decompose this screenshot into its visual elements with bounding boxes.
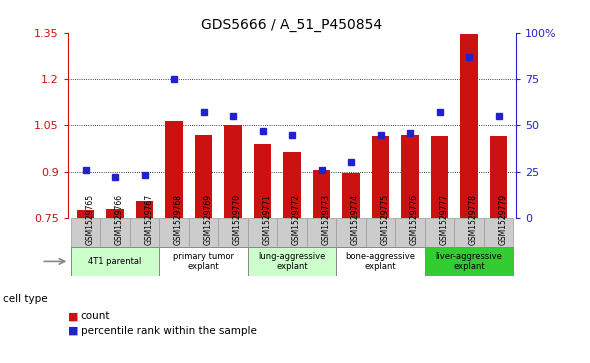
Text: GSM1529765: GSM1529765	[86, 194, 94, 245]
Text: primary tumor
explant: primary tumor explant	[173, 252, 234, 271]
Bar	[307, 218, 336, 247]
Bar	[425, 218, 454, 247]
Bar	[366, 218, 395, 247]
Text: GSM1529773: GSM1529773	[322, 194, 330, 245]
Text: count: count	[81, 311, 110, 321]
Bar	[224, 125, 242, 218]
Bar	[159, 218, 189, 247]
Text: lung-aggressive
explant: lung-aggressive explant	[258, 252, 326, 271]
Title: GDS5666 / A_51_P450854: GDS5666 / A_51_P450854	[202, 18, 382, 32]
Text: ■: ■	[68, 311, 82, 321]
Bar	[401, 135, 419, 218]
Bar	[165, 121, 183, 218]
Text: GSM1529770: GSM1529770	[233, 194, 242, 245]
Bar	[372, 136, 389, 218]
Text: bone-aggressive
explant: bone-aggressive explant	[346, 252, 415, 271]
Text: GSM1529778: GSM1529778	[469, 195, 478, 245]
Text: GSM1529766: GSM1529766	[115, 194, 124, 245]
Text: ■: ■	[68, 326, 82, 336]
Bar	[195, 135, 212, 218]
Bar	[130, 218, 159, 247]
Text: GSM1529769: GSM1529769	[204, 194, 212, 245]
Bar	[248, 218, 277, 247]
Text: liver-aggressive
explant: liver-aggressive explant	[435, 252, 503, 271]
Bar	[71, 247, 159, 276]
Text: percentile rank within the sample: percentile rank within the sample	[81, 326, 257, 336]
Text: GSM1529767: GSM1529767	[145, 194, 153, 245]
Bar	[218, 218, 248, 247]
Bar	[189, 218, 218, 247]
Text: GSM1529772: GSM1529772	[292, 195, 301, 245]
Text: GSM1529776: GSM1529776	[410, 194, 419, 245]
Bar	[395, 218, 425, 247]
Bar	[336, 247, 425, 276]
Text: GSM1529771: GSM1529771	[263, 195, 271, 245]
Text: 4T1 parental: 4T1 parental	[88, 257, 142, 266]
Bar	[484, 218, 513, 247]
Text: GSM1529779: GSM1529779	[499, 194, 507, 245]
Bar	[342, 173, 360, 218]
Bar	[277, 218, 307, 247]
Bar	[254, 144, 271, 218]
Bar	[454, 218, 484, 247]
Bar	[425, 247, 513, 276]
Bar	[159, 247, 248, 276]
Text: GSM1529774: GSM1529774	[351, 194, 360, 245]
Bar	[313, 170, 330, 218]
Bar	[336, 218, 366, 247]
Bar	[136, 201, 153, 218]
Text: GSM1529775: GSM1529775	[381, 194, 389, 245]
Text: cell type: cell type	[3, 294, 48, 305]
Text: GSM1529768: GSM1529768	[174, 195, 183, 245]
Bar	[490, 136, 507, 218]
Bar	[100, 218, 130, 247]
Bar	[77, 210, 94, 218]
Bar	[71, 218, 100, 247]
Bar	[283, 152, 301, 218]
Text: GSM1529777: GSM1529777	[440, 194, 448, 245]
Bar	[106, 209, 124, 218]
Bar	[248, 247, 336, 276]
Bar	[460, 34, 478, 218]
Bar	[431, 136, 448, 218]
